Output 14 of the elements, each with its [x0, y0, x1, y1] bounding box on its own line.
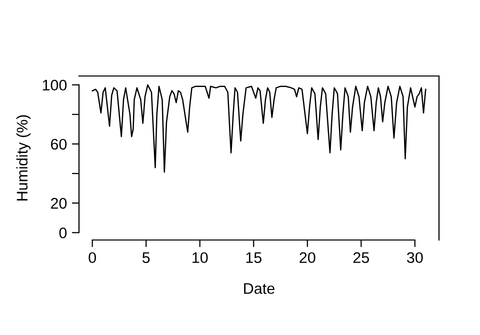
- x-tick-label: 25: [353, 252, 370, 264]
- x-tick-label: 15: [246, 252, 262, 264]
- x-tick-label: 20: [300, 252, 316, 264]
- line-series: [92, 84, 426, 173]
- x-tick-label: 0: [88, 252, 96, 264]
- y-tick-label: 60: [50, 138, 67, 150]
- y-tick-label: 100: [42, 80, 67, 91]
- x-axis-title: Date: [244, 283, 274, 294]
- y-tick-label: 20: [50, 198, 67, 209]
- x-tick-label: 10: [192, 252, 208, 264]
- y-axis-title: Humidity (%): [16, 115, 31, 200]
- x-tick-label: 30: [407, 252, 423, 264]
- y-tick-label: 0: [59, 227, 67, 238]
- x-tick-label: 5: [142, 252, 150, 264]
